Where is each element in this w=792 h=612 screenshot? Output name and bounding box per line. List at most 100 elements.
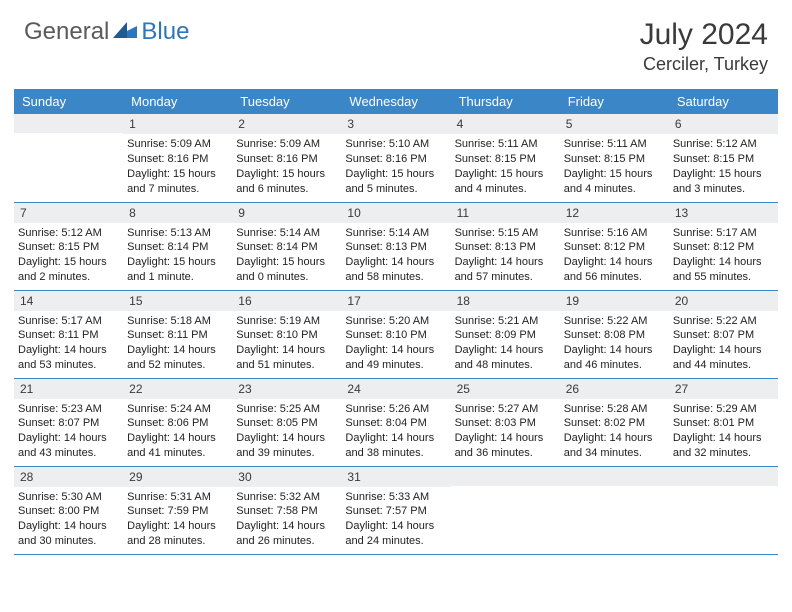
calendar-week-row: 21Sunrise: 5:23 AMSunset: 8:07 PMDayligh… — [14, 378, 778, 466]
day-details: Sunrise: 5:20 AMSunset: 8:10 PMDaylight:… — [341, 311, 450, 376]
daylight-line: Daylight: 14 hours and 41 minutes. — [127, 431, 228, 461]
sunset-line: Sunset: 8:07 PM — [18, 416, 119, 431]
sunset-line: Sunset: 8:06 PM — [127, 416, 228, 431]
brand-blue: Blue — [141, 18, 189, 46]
day-details: Sunrise: 5:22 AMSunset: 8:07 PMDaylight:… — [669, 311, 778, 376]
sunset-line: Sunset: 8:14 PM — [127, 240, 228, 255]
daylight-line: Daylight: 15 hours and 5 minutes. — [345, 167, 446, 197]
calendar-day-cell: 22Sunrise: 5:24 AMSunset: 8:06 PMDayligh… — [123, 378, 232, 466]
calendar-week-row: 14Sunrise: 5:17 AMSunset: 8:11 PMDayligh… — [14, 290, 778, 378]
sunrise-line: Sunrise: 5:28 AM — [564, 402, 665, 417]
brand-general: General — [24, 18, 109, 46]
daylight-line: Daylight: 14 hours and 55 minutes. — [673, 255, 774, 285]
sunrise-line: Sunrise: 5:11 AM — [455, 137, 556, 152]
sunrise-line: Sunrise: 5:31 AM — [127, 490, 228, 505]
calendar-day-cell: 9Sunrise: 5:14 AMSunset: 8:14 PMDaylight… — [232, 202, 341, 290]
sunrise-line: Sunrise: 5:17 AM — [673, 226, 774, 241]
calendar-day-cell: 26Sunrise: 5:28 AMSunset: 8:02 PMDayligh… — [560, 378, 669, 466]
calendar-day-cell: 17Sunrise: 5:20 AMSunset: 8:10 PMDayligh… — [341, 290, 450, 378]
day-details: Sunrise: 5:18 AMSunset: 8:11 PMDaylight:… — [123, 311, 232, 376]
day-details: Sunrise: 5:27 AMSunset: 8:03 PMDaylight:… — [451, 399, 560, 464]
day-number: 25 — [451, 379, 560, 399]
sunrise-line: Sunrise: 5:09 AM — [127, 137, 228, 152]
sunset-line: Sunset: 8:12 PM — [673, 240, 774, 255]
calendar-week-row: 28Sunrise: 5:30 AMSunset: 8:00 PMDayligh… — [14, 466, 778, 554]
day-number: 15 — [123, 291, 232, 311]
day-number: 30 — [232, 467, 341, 487]
sunset-line: Sunset: 8:10 PM — [345, 328, 446, 343]
daylight-line: Daylight: 14 hours and 28 minutes. — [127, 519, 228, 549]
day-details: Sunrise: 5:12 AMSunset: 8:15 PMDaylight:… — [669, 134, 778, 199]
daylight-line: Daylight: 14 hours and 48 minutes. — [455, 343, 556, 373]
day-number: 6 — [669, 114, 778, 134]
sunrise-line: Sunrise: 5:14 AM — [345, 226, 446, 241]
calendar-day-cell: 30Sunrise: 5:32 AMSunset: 7:58 PMDayligh… — [232, 466, 341, 554]
calendar-day-cell: 1Sunrise: 5:09 AMSunset: 8:16 PMDaylight… — [123, 114, 232, 202]
sunset-line: Sunset: 8:00 PM — [18, 504, 119, 519]
title-block: July 2024 Cerciler, Turkey — [640, 18, 768, 75]
day-details: Sunrise: 5:11 AMSunset: 8:15 PMDaylight:… — [560, 134, 669, 199]
weekday-head: Sunday — [14, 89, 123, 114]
daylight-line: Daylight: 14 hours and 46 minutes. — [564, 343, 665, 373]
sunset-line: Sunset: 7:57 PM — [345, 504, 446, 519]
weekday-head: Saturday — [669, 89, 778, 114]
weekday-head: Thursday — [451, 89, 560, 114]
calendar-day-cell: 14Sunrise: 5:17 AMSunset: 8:11 PMDayligh… — [14, 290, 123, 378]
daylight-line: Daylight: 15 hours and 1 minute. — [127, 255, 228, 285]
daylight-line: Daylight: 15 hours and 3 minutes. — [673, 167, 774, 197]
calendar-day-cell: 4Sunrise: 5:11 AMSunset: 8:15 PMDaylight… — [451, 114, 560, 202]
sunset-line: Sunset: 8:08 PM — [564, 328, 665, 343]
sunrise-line: Sunrise: 5:18 AM — [127, 314, 228, 329]
day-details: Sunrise: 5:14 AMSunset: 8:13 PMDaylight:… — [341, 223, 450, 288]
day-details: Sunrise: 5:17 AMSunset: 8:12 PMDaylight:… — [669, 223, 778, 288]
sunrise-line: Sunrise: 5:32 AM — [236, 490, 337, 505]
day-details: Sunrise: 5:13 AMSunset: 8:14 PMDaylight:… — [123, 223, 232, 288]
day-number: 12 — [560, 203, 669, 223]
sunset-line: Sunset: 8:15 PM — [564, 152, 665, 167]
daylight-line: Daylight: 14 hours and 39 minutes. — [236, 431, 337, 461]
calendar-week-row: 1Sunrise: 5:09 AMSunset: 8:16 PMDaylight… — [14, 114, 778, 202]
calendar-day-cell: 5Sunrise: 5:11 AMSunset: 8:15 PMDaylight… — [560, 114, 669, 202]
sunrise-line: Sunrise: 5:14 AM — [236, 226, 337, 241]
day-details: Sunrise: 5:28 AMSunset: 8:02 PMDaylight:… — [560, 399, 669, 464]
daylight-line: Daylight: 15 hours and 7 minutes. — [127, 167, 228, 197]
weekday-head: Wednesday — [341, 89, 450, 114]
calendar-day-cell — [560, 466, 669, 554]
calendar-day-cell: 12Sunrise: 5:16 AMSunset: 8:12 PMDayligh… — [560, 202, 669, 290]
calendar-day-cell: 19Sunrise: 5:22 AMSunset: 8:08 PMDayligh… — [560, 290, 669, 378]
day-details: Sunrise: 5:22 AMSunset: 8:08 PMDaylight:… — [560, 311, 669, 376]
day-details: Sunrise: 5:23 AMSunset: 8:07 PMDaylight:… — [14, 399, 123, 464]
sunrise-line: Sunrise: 5:15 AM — [455, 226, 556, 241]
day-details: Sunrise: 5:16 AMSunset: 8:12 PMDaylight:… — [560, 223, 669, 288]
daylight-line: Daylight: 14 hours and 58 minutes. — [345, 255, 446, 285]
sunset-line: Sunset: 8:16 PM — [236, 152, 337, 167]
day-details: Sunrise: 5:14 AMSunset: 8:14 PMDaylight:… — [232, 223, 341, 288]
page-subtitle: Cerciler, Turkey — [640, 54, 768, 75]
day-number: 13 — [669, 203, 778, 223]
day-number: 20 — [669, 291, 778, 311]
day-details: Sunrise: 5:32 AMSunset: 7:58 PMDaylight:… — [232, 487, 341, 552]
daylight-line: Daylight: 15 hours and 4 minutes. — [564, 167, 665, 197]
day-number: 21 — [14, 379, 123, 399]
sunset-line: Sunset: 8:13 PM — [345, 240, 446, 255]
day-number: 29 — [123, 467, 232, 487]
day-number: 1 — [123, 114, 232, 134]
sunrise-line: Sunrise: 5:13 AM — [127, 226, 228, 241]
calendar-day-cell: 10Sunrise: 5:14 AMSunset: 8:13 PMDayligh… — [341, 202, 450, 290]
daylight-line: Daylight: 14 hours and 43 minutes. — [18, 431, 119, 461]
sunset-line: Sunset: 8:14 PM — [236, 240, 337, 255]
day-details: Sunrise: 5:31 AMSunset: 7:59 PMDaylight:… — [123, 487, 232, 552]
sunset-line: Sunset: 7:59 PM — [127, 504, 228, 519]
day-number — [14, 114, 123, 133]
day-number: 11 — [451, 203, 560, 223]
daylight-line: Daylight: 15 hours and 6 minutes. — [236, 167, 337, 197]
day-number: 27 — [669, 379, 778, 399]
day-number — [451, 467, 560, 486]
day-details: Sunrise: 5:12 AMSunset: 8:15 PMDaylight:… — [14, 223, 123, 288]
sunset-line: Sunset: 8:04 PM — [345, 416, 446, 431]
day-details — [669, 486, 778, 492]
sunset-line: Sunset: 8:01 PM — [673, 416, 774, 431]
daylight-line: Daylight: 14 hours and 56 minutes. — [564, 255, 665, 285]
calendar-day-cell: 25Sunrise: 5:27 AMSunset: 8:03 PMDayligh… — [451, 378, 560, 466]
calendar-table: Sunday Monday Tuesday Wednesday Thursday… — [14, 89, 778, 555]
